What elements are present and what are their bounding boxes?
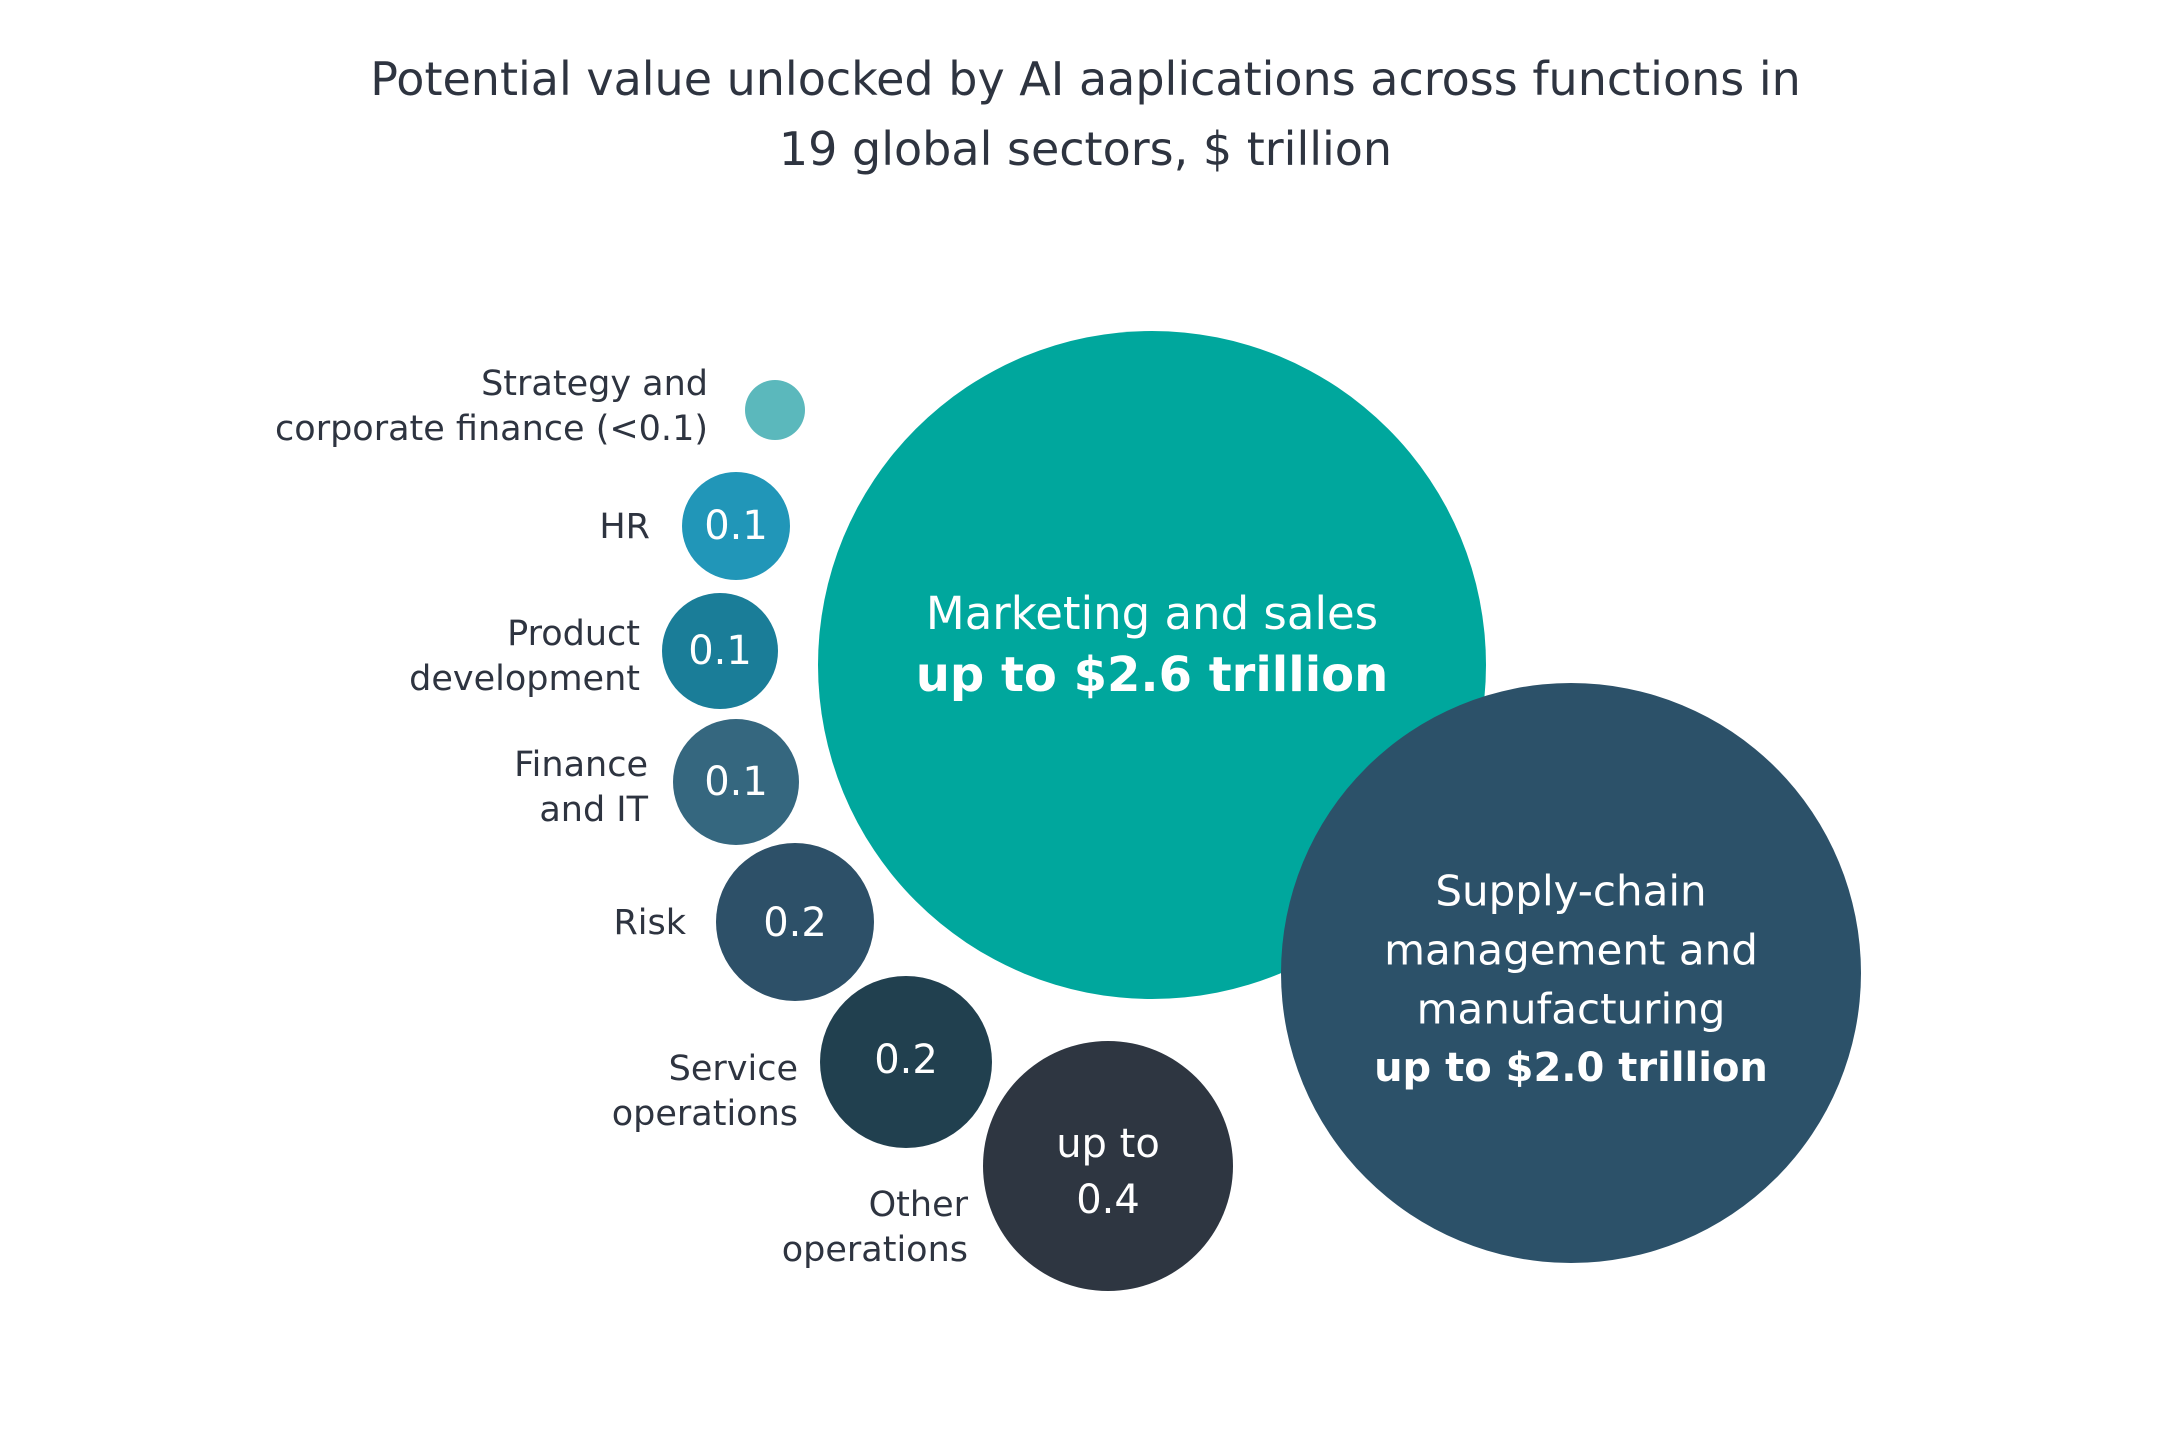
bubble-name-supply-chain: manufacturing bbox=[1417, 985, 1726, 1034]
bubble-value-finance-it: 0.1 bbox=[704, 759, 768, 805]
bubble-name-supply-chain: Supply-chain bbox=[1435, 867, 1706, 916]
bubble-risk bbox=[716, 843, 874, 1001]
bubble-product-development bbox=[662, 593, 778, 709]
bubble-finance-it bbox=[673, 719, 799, 845]
side-label-other-operations: operations bbox=[782, 1230, 968, 1270]
side-label-strategy: corporate finance (<0.1) bbox=[275, 409, 708, 449]
bubble-value-supply-chain: up to $2.0 trillion bbox=[1374, 1045, 1768, 1091]
bubble-value-other-operations: up to bbox=[1056, 1121, 1160, 1167]
bubble-name-supply-chain: management and bbox=[1384, 926, 1758, 975]
chart-title-line-1: Potential value unlocked by AI aaplicati… bbox=[370, 52, 1801, 106]
chart-title-line-2: 19 global sectors, $ trillion bbox=[778, 122, 1393, 176]
side-label-risk: Risk bbox=[613, 903, 686, 943]
side-label-finance-it: Finance bbox=[514, 745, 648, 785]
bubble-other-operations bbox=[983, 1041, 1233, 1291]
bubble-value-product-development: 0.1 bbox=[688, 628, 752, 674]
bubble-value-marketing-sales: up to $2.6 trillion bbox=[916, 647, 1389, 703]
bubble-value-risk: 0.2 bbox=[763, 900, 827, 946]
side-label-other-operations: Other bbox=[869, 1185, 969, 1225]
bubble-strategy bbox=[745, 380, 805, 440]
bubble-value-other-operations: 0.4 bbox=[1076, 1177, 1140, 1223]
bubble-hr bbox=[682, 472, 790, 580]
side-label-product-development: Product bbox=[507, 614, 640, 654]
side-label-strategy: Strategy and bbox=[481, 364, 708, 404]
side-label-hr: HR bbox=[599, 507, 650, 547]
side-label-product-development: development bbox=[409, 659, 640, 699]
bubble-supply-chain bbox=[1281, 683, 1861, 1263]
side-label-service-operations: Service bbox=[669, 1049, 798, 1089]
bubble-value-service-operations: 0.2 bbox=[874, 1037, 938, 1083]
chart-title: Potential value unlocked by AI aaplicati… bbox=[0, 44, 2171, 184]
bubble-value-hr: 0.1 bbox=[704, 503, 768, 549]
side-label-service-operations: operations bbox=[612, 1094, 798, 1134]
bubble-name-marketing-sales: Marketing and sales bbox=[926, 587, 1378, 640]
side-label-finance-it: and IT bbox=[539, 790, 648, 830]
bubble-service-operations bbox=[820, 976, 992, 1148]
